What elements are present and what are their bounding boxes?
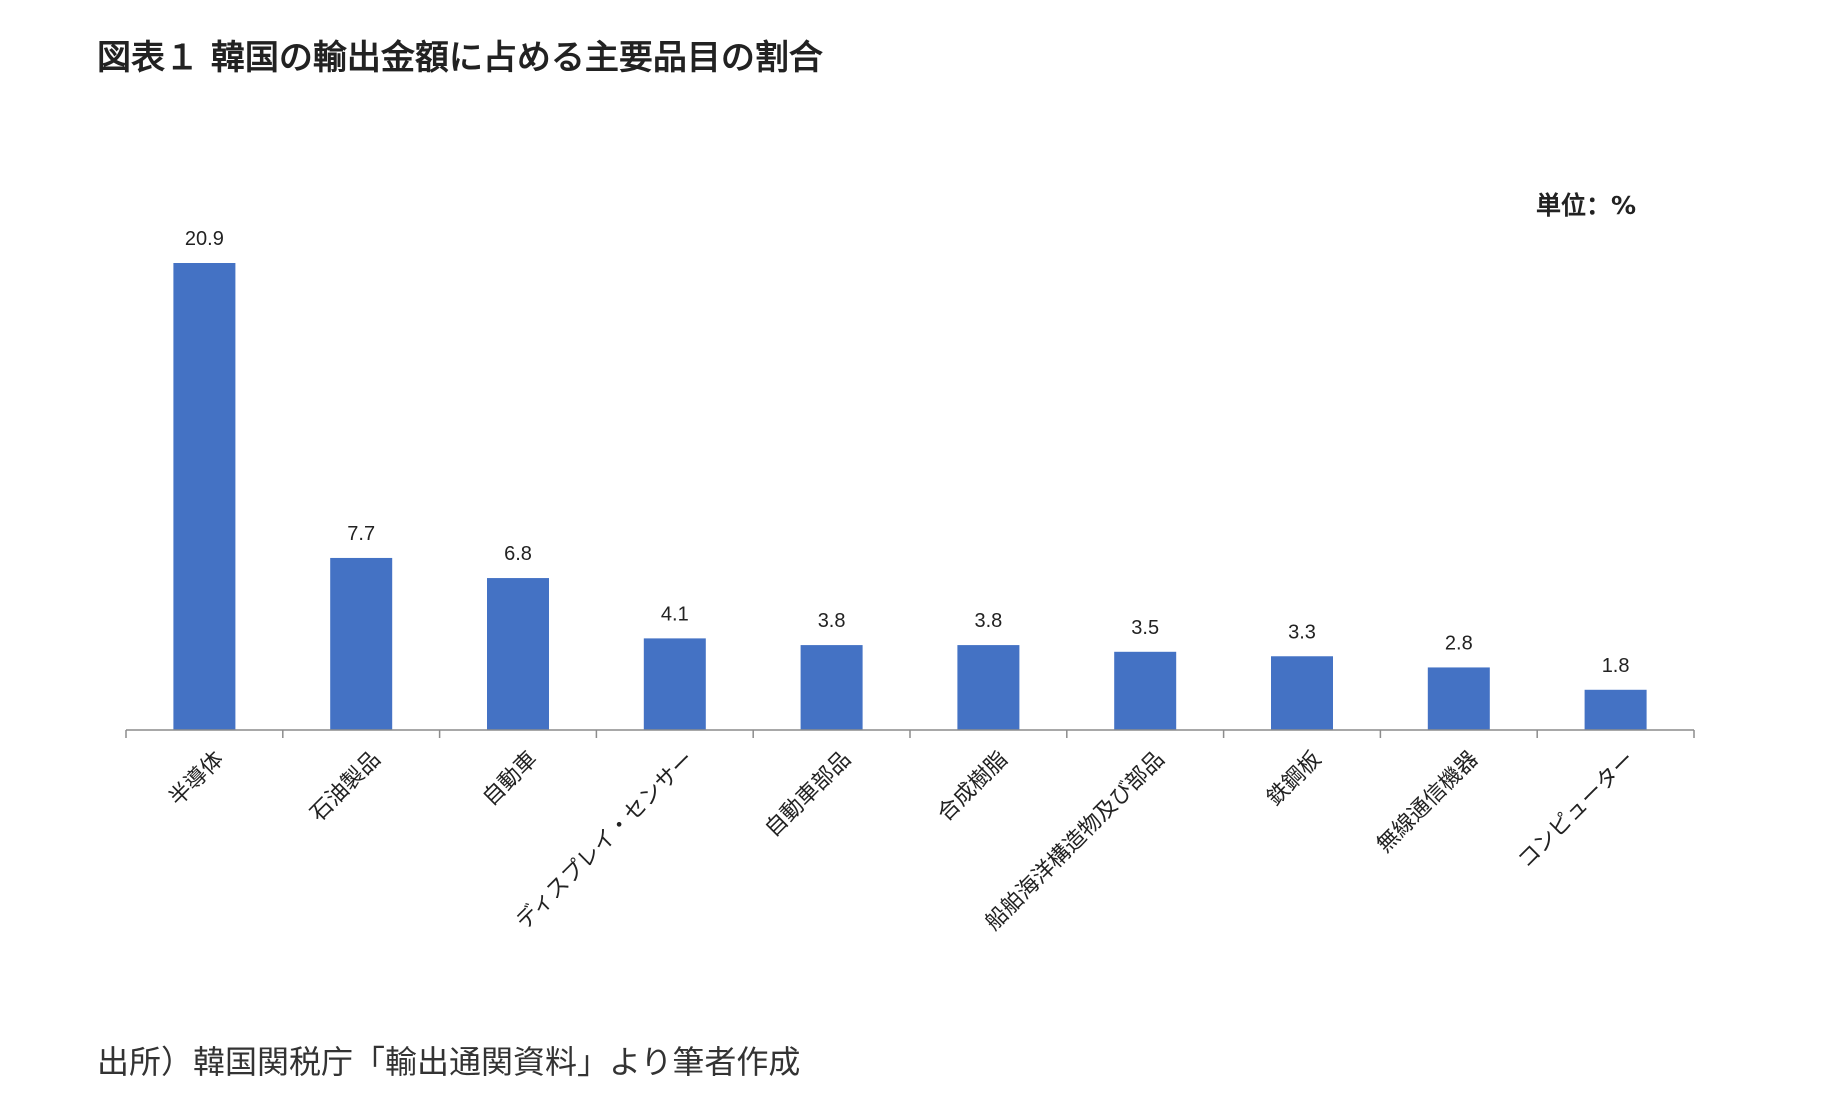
tick-label: 石油製品 bbox=[306, 747, 386, 827]
tick-label: 船舶海洋構造物及び部品 bbox=[981, 747, 1170, 936]
data-label: 3.8 bbox=[818, 610, 846, 632]
tick-label: 自動車 bbox=[478, 747, 542, 811]
chart-title: 図表１ 韓国の輸出金額に占める主要品目の割合 bbox=[97, 38, 823, 78]
tick-label: 合成樹脂 bbox=[933, 747, 1013, 827]
bar bbox=[487, 578, 549, 730]
bar bbox=[957, 645, 1020, 730]
bars-group bbox=[173, 263, 1647, 730]
data-label: 7.7 bbox=[347, 523, 375, 545]
source-note: 出所）韓国関税庁「輸出通関資料」より筆者作成 bbox=[97, 1043, 801, 1081]
tick-label: ディスプレイ・センサー bbox=[512, 747, 700, 935]
bar bbox=[1114, 651, 1177, 730]
data-label: 20.9 bbox=[185, 228, 224, 250]
data-label: 1.8 bbox=[1602, 655, 1630, 677]
data-label: 3.5 bbox=[1131, 617, 1159, 639]
tick-label: 半導体 bbox=[165, 747, 229, 811]
value-labels-group: 20.9 7.7 6.8 4.1 3.8 3.8 3.5 3.3 2.8 1.8 bbox=[185, 228, 1630, 677]
data-label: 2.8 bbox=[1445, 632, 1473, 654]
bar bbox=[1427, 667, 1490, 730]
tick-label: 鉄鋼板 bbox=[1262, 747, 1326, 811]
bar bbox=[800, 645, 863, 730]
tick-label: 無線通信機器 bbox=[1372, 747, 1483, 858]
bar bbox=[173, 263, 236, 730]
unit-label: 単位：% bbox=[1536, 191, 1637, 220]
data-label: 4.1 bbox=[661, 603, 689, 625]
data-label: 6.8 bbox=[504, 543, 532, 565]
bar bbox=[1271, 656, 1333, 730]
tick-label: 自動車部品 bbox=[761, 747, 856, 842]
bar bbox=[643, 638, 706, 730]
x-axis bbox=[125, 729, 1695, 738]
tick-label: コンピューター bbox=[1514, 747, 1641, 874]
bar bbox=[330, 557, 393, 730]
data-label: 3.3 bbox=[1288, 621, 1316, 643]
data-label: 3.8 bbox=[974, 610, 1002, 632]
bar bbox=[1584, 689, 1647, 730]
